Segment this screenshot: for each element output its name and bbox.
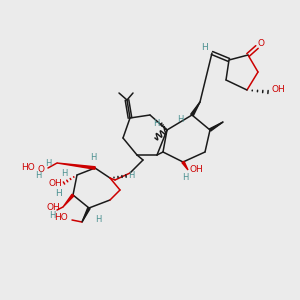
Polygon shape (182, 161, 188, 170)
Text: H: H (128, 172, 134, 181)
Text: O: O (37, 166, 44, 175)
Text: H: H (61, 169, 68, 178)
Text: H: H (90, 152, 96, 161)
Text: H: H (49, 211, 55, 220)
Text: H: H (95, 215, 101, 224)
Text: H: H (55, 188, 62, 197)
Polygon shape (82, 207, 90, 222)
Text: OH: OH (46, 202, 60, 211)
Text: H: H (46, 158, 52, 167)
Polygon shape (63, 194, 74, 207)
Polygon shape (191, 102, 200, 116)
Text: OH: OH (48, 178, 62, 188)
Text: HO: HO (54, 212, 68, 221)
Polygon shape (209, 122, 223, 131)
Text: H: H (36, 170, 42, 179)
Text: O: O (257, 40, 265, 49)
Text: H: H (153, 118, 159, 127)
Text: H: H (202, 43, 208, 52)
Polygon shape (57, 163, 95, 169)
Text: OH: OH (272, 85, 286, 94)
Text: H: H (182, 173, 188, 182)
Text: H: H (177, 116, 183, 124)
Text: OH: OH (190, 166, 204, 175)
Text: HO: HO (21, 163, 35, 172)
